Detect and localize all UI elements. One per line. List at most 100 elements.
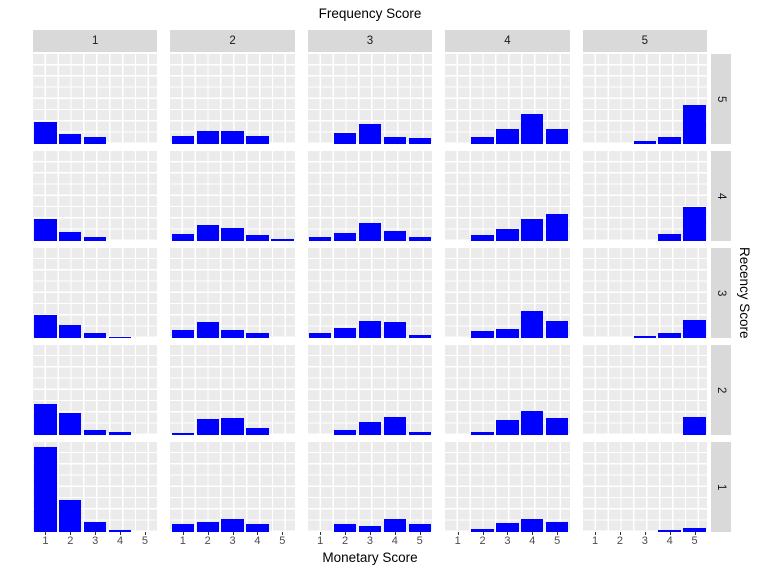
bar-monetary-2: [59, 134, 82, 144]
x-tick-mark: [619, 532, 621, 535]
bar-monetary-5: [408, 236, 431, 241]
x-tick-label: 2: [204, 535, 211, 547]
bar-monetary-2: [333, 328, 357, 338]
bar-monetary-2: [471, 432, 494, 435]
row-strip-label: 5: [715, 95, 727, 103]
bar-monetary-4: [108, 530, 132, 532]
bar-monetary-3: [84, 522, 107, 532]
panel-freq4-rec1: [445, 442, 570, 532]
x-tick-mark: [369, 532, 371, 535]
row-strip: 4: [711, 151, 731, 241]
bar-monetary-1: [171, 233, 195, 241]
x-tick-mark: [419, 532, 421, 535]
bar-monetary-2: [196, 321, 219, 338]
panel-freq2-rec2: [170, 345, 295, 435]
bar-monetary-3: [358, 124, 382, 144]
x-tick-mark: [320, 532, 322, 535]
bar-monetary-5: [545, 128, 569, 144]
bar-monetary-5: [408, 432, 431, 435]
bar-monetary-1: [309, 236, 332, 241]
bar-monetary-4: [383, 321, 407, 338]
x-tick-label: 3: [229, 535, 236, 547]
panel-freq2-rec1: [170, 442, 295, 532]
col-strip-label: 1: [91, 35, 99, 47]
bar-monetary-3: [358, 223, 382, 241]
facet-grid: 1 2 3 4 5 5 4 3 2 1 1 2 3 4 5 1 2 3 4 5 1 2 3 4 5 1 2 3 4 5 1 2 3 4 5: [33, 30, 731, 548]
bar-monetary-2: [471, 529, 494, 532]
col-strip: 3: [307, 30, 433, 52]
x-tick-label: 1: [317, 535, 324, 547]
x-tick-label: 5: [416, 535, 423, 547]
x-tick-mark: [232, 532, 234, 535]
x-tick-label: 2: [479, 535, 486, 547]
x-tick-label: 3: [366, 535, 374, 547]
bar-monetary-1: [171, 329, 195, 338]
bar-monetary-5: [683, 417, 706, 435]
panel-freq4-rec3: [445, 248, 570, 338]
panel-freq4-rec5: [445, 54, 570, 144]
panel-freq1-rec2: [33, 345, 158, 435]
bar-monetary-4: [658, 233, 681, 241]
panel-freq5-rec3: [582, 248, 707, 338]
bar-monetary-5: [545, 417, 569, 435]
y-axis-title: Recency Score: [737, 247, 752, 339]
bar-monetary-1: [171, 523, 195, 532]
bar-monetary-2: [471, 234, 494, 241]
col-strip: 5: [582, 30, 707, 52]
x-tick-label: 4: [254, 535, 261, 547]
row-strip: 1: [711, 442, 731, 532]
bar-monetary-2: [333, 429, 357, 435]
x-tick-label: 3: [504, 535, 511, 547]
bar-monetary-4: [521, 518, 544, 532]
bar-monetary-5: [545, 522, 569, 532]
bar-monetary-4: [658, 530, 681, 532]
bar-monetary-4: [246, 523, 269, 532]
bar-monetary-1: [34, 122, 57, 144]
col-strip-label: 2: [229, 35, 236, 47]
bar-monetary-2: [333, 133, 357, 144]
x-tick-label: 5: [554, 535, 561, 547]
x-axis: 1 2 3 4 5: [170, 532, 294, 548]
bar-monetary-5: [408, 137, 431, 144]
x-tick-label: 2: [342, 535, 349, 547]
x-axis: 1 2 3 4 5: [445, 532, 569, 548]
x-tick-mark: [45, 532, 47, 535]
bar-monetary-2: [196, 418, 219, 435]
panel-freq2-rec5: [170, 54, 295, 144]
bar-monetary-2: [471, 136, 494, 144]
row-strip: 3: [711, 248, 731, 338]
bar-monetary-3: [84, 332, 107, 338]
bar-monetary-4: [108, 337, 132, 338]
col-strip-label: 3: [366, 35, 374, 47]
bar-monetary-3: [496, 128, 519, 144]
bar-monetary-2: [196, 130, 219, 144]
bar-monetary-5: [408, 523, 431, 532]
bar-monetary-1: [171, 433, 195, 435]
bar-monetary-4: [658, 136, 681, 144]
bar-monetary-4: [108, 432, 132, 435]
bar-monetary-4: [246, 135, 269, 144]
x-tick-label: 1: [591, 535, 599, 547]
x-tick-label: 5: [141, 535, 148, 547]
x-axis: 1 2 3 4 5: [33, 532, 157, 548]
panel-freq2-rec3: [170, 248, 295, 338]
x-tick-mark: [70, 532, 72, 535]
panel-freq1-rec4: [33, 151, 158, 241]
col-strip: 2: [170, 30, 295, 52]
panel-freq3-rec3: [307, 248, 433, 338]
x-tick-mark: [282, 532, 284, 535]
x-tick-mark: [694, 532, 696, 535]
row-strip: 5: [711, 54, 731, 144]
bar-monetary-2: [471, 330, 494, 338]
x-tick-mark: [257, 532, 259, 535]
row-strip-label: 2: [715, 386, 727, 394]
bar-monetary-3: [358, 421, 382, 435]
panel-freq3-rec1: [307, 442, 433, 532]
bar-monetary-3: [221, 518, 244, 532]
x-tick-label: 3: [641, 535, 648, 547]
bar-monetary-3: [633, 141, 656, 144]
bar-monetary-4: [521, 311, 544, 338]
bar-monetary-3: [496, 523, 519, 532]
x-tick-label: 4: [666, 535, 673, 547]
panel-freq2-rec4: [170, 151, 295, 241]
